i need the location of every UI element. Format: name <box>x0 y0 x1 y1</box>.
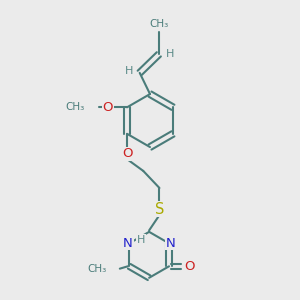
Text: N: N <box>165 237 175 250</box>
Text: CH₃: CH₃ <box>65 102 84 112</box>
Text: H: H <box>137 235 145 245</box>
Text: CH₃: CH₃ <box>87 264 106 274</box>
Text: H: H <box>125 66 134 76</box>
Text: O: O <box>184 260 194 273</box>
Text: O: O <box>122 147 132 160</box>
Text: S: S <box>155 202 164 217</box>
Text: N: N <box>123 237 133 250</box>
Text: CH₃: CH₃ <box>150 19 169 29</box>
Text: O: O <box>103 101 113 114</box>
Text: H: H <box>166 49 174 59</box>
